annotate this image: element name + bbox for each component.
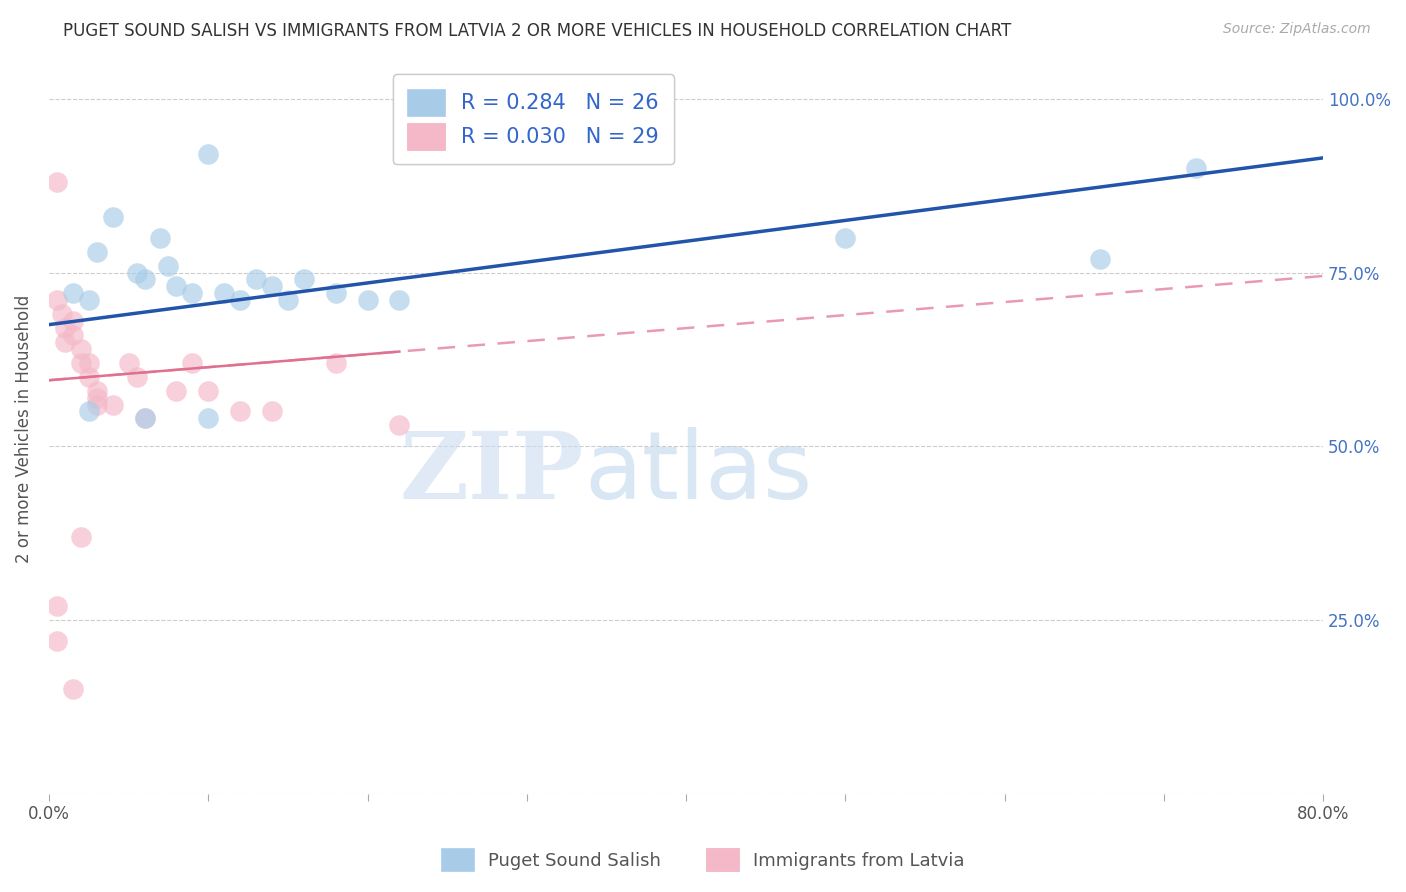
Point <box>229 404 252 418</box>
Point <box>77 356 100 370</box>
Point <box>134 411 156 425</box>
Point <box>1088 252 1111 266</box>
Point <box>1184 161 1206 176</box>
Point <box>165 279 187 293</box>
Text: PUGET SOUND SALISH VS IMMIGRANTS FROM LATVIA 2 OR MORE VEHICLES IN HOUSEHOLD COR: PUGET SOUND SALISH VS IMMIGRANTS FROM LA… <box>63 22 1011 40</box>
Point <box>212 286 235 301</box>
Point <box>101 210 124 224</box>
Point <box>134 411 156 425</box>
Point <box>260 279 283 293</box>
Point <box>101 398 124 412</box>
Point <box>834 231 856 245</box>
Point <box>62 314 84 328</box>
Point <box>117 356 139 370</box>
Point <box>62 286 84 301</box>
Point <box>157 259 180 273</box>
Text: Source: ZipAtlas.com: Source: ZipAtlas.com <box>1223 22 1371 37</box>
Point <box>134 272 156 286</box>
Text: ZIP: ZIP <box>399 427 583 517</box>
Point <box>197 411 219 425</box>
Point <box>45 633 67 648</box>
Point <box>229 293 252 308</box>
Point <box>181 286 204 301</box>
Point <box>45 175 67 189</box>
Point <box>388 418 411 433</box>
Point <box>388 293 411 308</box>
Point <box>45 599 67 613</box>
Point <box>125 369 148 384</box>
Point <box>197 147 219 161</box>
Point <box>53 321 76 335</box>
Point <box>86 398 108 412</box>
Point <box>260 404 283 418</box>
Point <box>69 342 91 356</box>
Point <box>165 384 187 398</box>
Point <box>69 530 91 544</box>
Point <box>277 293 299 308</box>
Point <box>125 266 148 280</box>
Point <box>292 272 315 286</box>
Point <box>62 328 84 343</box>
Point <box>356 293 378 308</box>
Point <box>69 356 91 370</box>
Point <box>86 384 108 398</box>
Text: atlas: atlas <box>583 426 813 518</box>
Point <box>325 286 347 301</box>
Point <box>77 404 100 418</box>
Point <box>181 356 204 370</box>
Point <box>62 682 84 697</box>
Point <box>77 369 100 384</box>
Point <box>86 244 108 259</box>
Point <box>245 272 267 286</box>
Legend: Puget Sound Salish, Immigrants from Latvia: Puget Sound Salish, Immigrants from Latv… <box>434 841 972 879</box>
Point <box>51 307 73 321</box>
Point <box>325 356 347 370</box>
Y-axis label: 2 or more Vehicles in Household: 2 or more Vehicles in Household <box>15 294 32 563</box>
Point <box>149 231 172 245</box>
Point <box>197 384 219 398</box>
Point <box>53 334 76 349</box>
Point <box>77 293 100 308</box>
Legend: R = 0.284   N = 26, R = 0.030   N = 29: R = 0.284 N = 26, R = 0.030 N = 29 <box>392 74 673 164</box>
Point <box>86 391 108 405</box>
Point <box>45 293 67 308</box>
